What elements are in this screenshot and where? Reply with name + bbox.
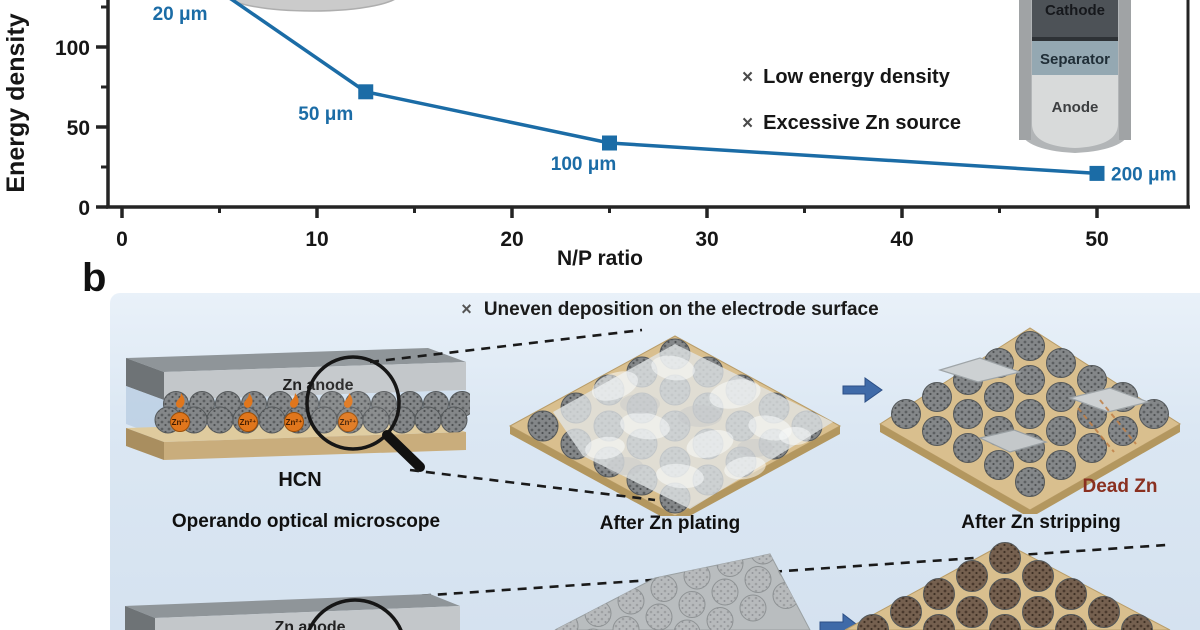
np-ratio-chart: 0 10 20 30 40 50 0 50 100 20 μm 50 μm 100 μm 200 μm (55, 0, 1190, 251)
svg-text:40: 40 (890, 228, 913, 251)
svg-text:20: 20 (500, 228, 523, 251)
annotation-low-energy-density: × Low energy density (742, 66, 950, 88)
magnifier-icon (305, 355, 401, 451)
panel-b-row2: Zn anode (125, 542, 1171, 630)
battery-cathode-band (1032, 0, 1118, 37)
svg-text:Zn²⁺: Zn²⁺ (286, 418, 303, 427)
battery-anode-label: Anode (1052, 99, 1099, 116)
caption-operando: Operando optical microscope (171, 511, 441, 532)
y-axis-title: Energy density (2, 13, 30, 193)
zn-ion-group: Zn²⁺ Zn²⁺ Zn²⁺ Zn²⁺ (170, 393, 358, 432)
thickness-point-labels: 20 μm 50 μm 100 μm 200 μm (153, 4, 1177, 185)
svg-text:100: 100 (55, 37, 90, 60)
svg-text:Zn²⁺: Zn²⁺ (172, 418, 189, 427)
magnifier-icon (307, 598, 403, 630)
dead-zn-flakes (937, 357, 1151, 453)
after-zn-plating-illustration (508, 335, 842, 516)
svg-text:20 μm: 20 μm (153, 4, 208, 25)
svg-text:30: 30 (695, 228, 718, 251)
svg-text:Zn²⁺: Zn²⁺ (340, 418, 357, 427)
cross-icon: × (742, 67, 754, 88)
axis-ticks: 0 10 20 30 40 50 0 50 100 (55, 5, 1109, 251)
battery-cathode-label: Cathode (1045, 2, 1105, 19)
svg-text:10: 10 (305, 228, 328, 251)
hcn-label: HCN (278, 469, 321, 491)
after-zn-stripping-illustration: Dead Zn (879, 327, 1181, 514)
svg-text:50 μm: 50 μm (298, 104, 353, 125)
annotation-excessive-zn-source: × Excessive Zn source (742, 112, 961, 134)
panel-b-label: b (82, 256, 107, 300)
svg-text:50: 50 (1085, 228, 1108, 251)
zn-anode-label: Zn anode (282, 377, 353, 394)
caption-after-stripping: After Zn stripping (961, 512, 1121, 533)
energy-density-series (229, 0, 1105, 181)
battery-separator-label: Separator (1040, 51, 1110, 68)
svg-text:0: 0 (78, 197, 90, 220)
caption-after-plating: After Zn plating (599, 513, 741, 534)
operando-cell-illustration: Zn anode Zn²⁺ Zn²⁺ Zn²⁺ Zn²⁺ HCN (126, 348, 470, 491)
svg-text:200 μm: 200 μm (1111, 164, 1177, 185)
magnifier-handle (382, 430, 425, 472)
battery-inset: Cathode Separator Anode (1019, 0, 1131, 153)
dead-zn-label: Dead Zn (1083, 476, 1158, 497)
cross-icon: × (461, 299, 472, 319)
battery-separator-band (1032, 41, 1118, 75)
cross-icon: × (742, 113, 754, 134)
x-axis-title: N/P ratio (557, 247, 643, 270)
svg-text:0: 0 (116, 228, 128, 251)
panel-b-header: × Uneven deposition on the electrode surf… (461, 299, 879, 320)
svg-text:50: 50 (67, 117, 90, 140)
svg-text:100 μm: 100 μm (551, 154, 617, 175)
svg-text:Zn²⁺: Zn²⁺ (240, 418, 257, 427)
battery-anode-body (1032, 75, 1118, 148)
stripping-streaks (1077, 399, 1137, 453)
thin-battery-bottom-ellipse (229, 0, 395, 12)
